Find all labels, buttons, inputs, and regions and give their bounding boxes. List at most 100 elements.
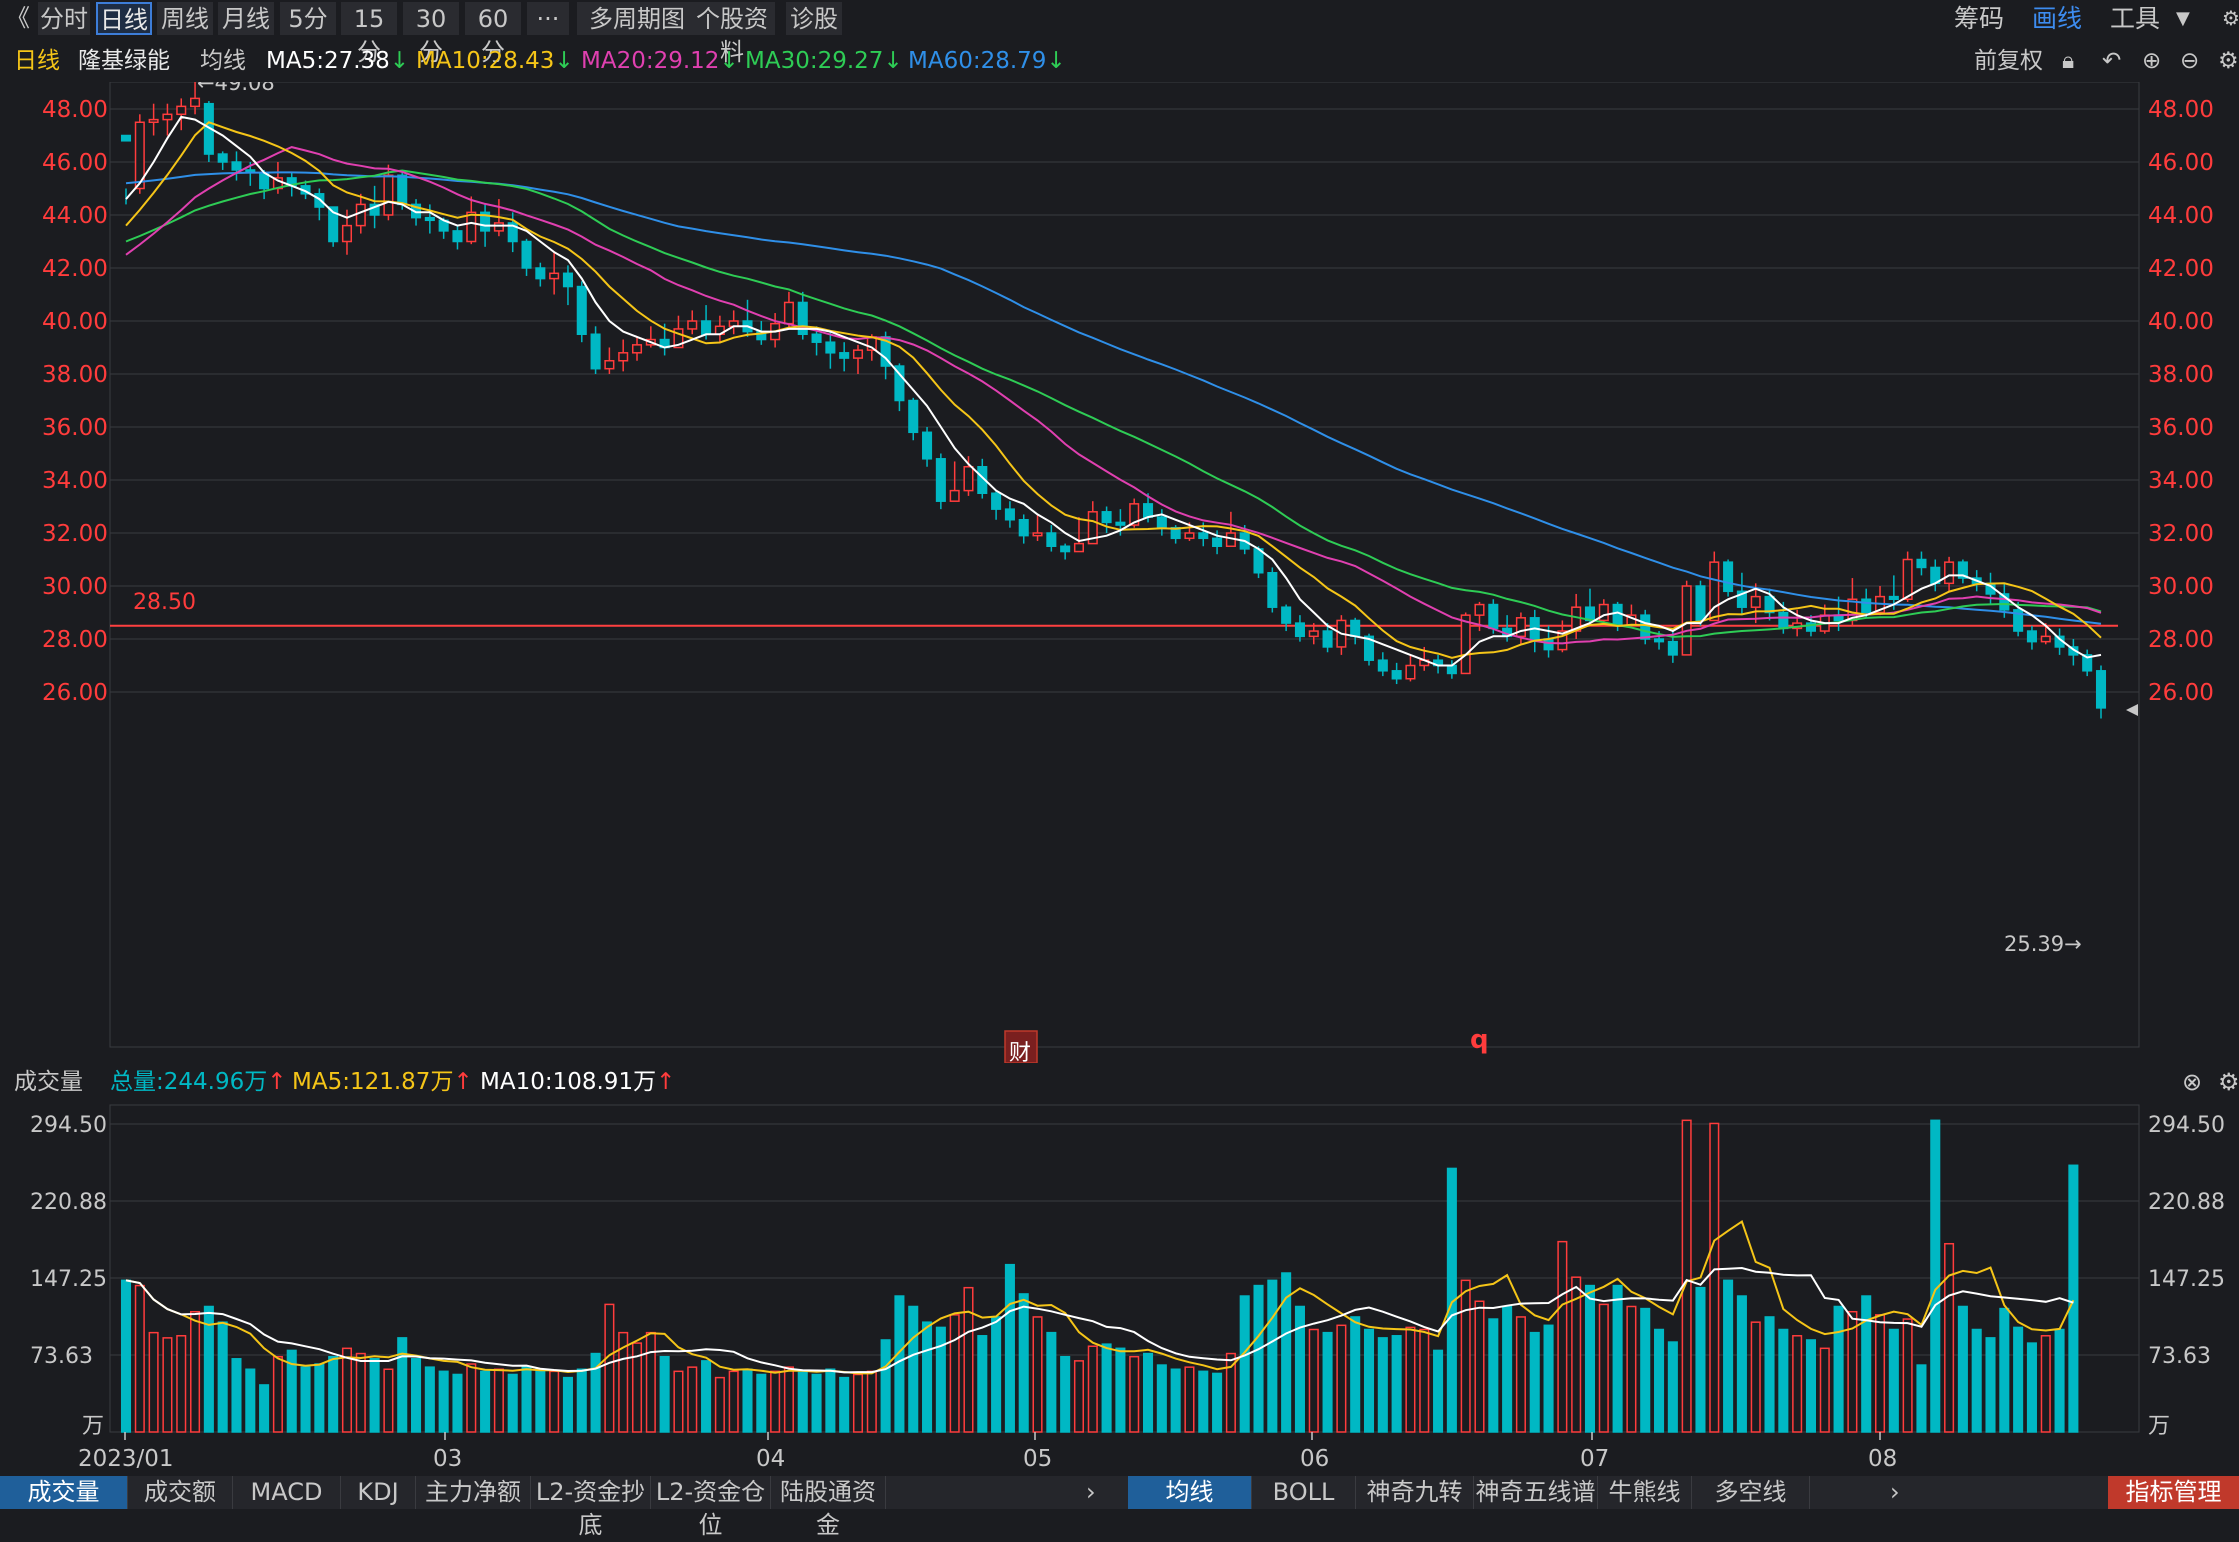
overlay-tab-1[interactable]: BOLL (1252, 1476, 1356, 1509)
volume-bar (1778, 1328, 1789, 1433)
candle-body (397, 174, 408, 206)
volume-bar (2026, 1342, 2037, 1433)
volume-title[interactable]: 成交量 (14, 1069, 83, 1095)
period-button-1[interactable]: 日线 (96, 2, 152, 35)
settings-icon[interactable]: ⚙ (2222, 6, 2239, 30)
volume-total: 总量:244.96万↑ (110, 1069, 287, 1095)
y-tick-right: 36.00 (2148, 415, 2214, 441)
volume-bar (1350, 1316, 1361, 1433)
undo-icon[interactable]: ↶ (2102, 48, 2122, 74)
volume-bar (1308, 1328, 1319, 1433)
y-tick-left: 46.00 (42, 150, 108, 176)
indicator-tab-2[interactable]: MACD (233, 1476, 341, 1509)
candle-body (1405, 664, 1416, 680)
ma20-line (125, 146, 2102, 645)
indicator-tab-3[interactable]: KDJ (341, 1476, 416, 1509)
candle-body (134, 121, 145, 190)
candle-body (1667, 640, 1678, 656)
overlay-tab-2[interactable]: 神奇九转 (1356, 1476, 1474, 1509)
candle-body (1957, 561, 1968, 579)
period-button-2[interactable]: 周线 (157, 2, 213, 35)
volume-bar (1764, 1316, 1775, 1433)
volume-bar (866, 1370, 877, 1433)
y-tick-left: 32.00 (42, 521, 108, 547)
overlay-tab-5[interactable]: 多空线 (1692, 1476, 1810, 1509)
y-tick-left: 38.00 (42, 362, 108, 388)
zoom-out-icon[interactable]: ⊖ (2180, 48, 2200, 74)
overlay-tab-0[interactable]: 均线 (1128, 1476, 1252, 1509)
period-button-5[interactable]: 15分 (341, 2, 397, 66)
volume-bar (783, 1366, 794, 1433)
candle-body (935, 458, 946, 502)
indicator-tab-1[interactable]: 成交额 (128, 1476, 233, 1509)
period-button-9[interactable]: 多周期图 (577, 2, 697, 35)
volume-bar (355, 1352, 366, 1433)
candle-body (1709, 561, 1720, 622)
candle-body (1736, 590, 1747, 608)
price-chart[interactable]: 48.00 48.00 46.00 46.00 44.00 44.00 42.00 42.00… (0, 82, 2239, 1063)
vol-y-tick-left: 73.63 (30, 1344, 93, 1369)
volume-bar (1170, 1368, 1181, 1433)
period-button-3[interactable]: 月线 (218, 2, 274, 35)
vol-y-tick-right: 147.25 (2148, 1267, 2225, 1292)
candle-body (1723, 561, 1734, 593)
tools-menu[interactable]: 工具 (2110, 4, 2161, 33)
period-button-11[interactable]: 诊股 (786, 2, 842, 35)
y-tick-right: 34.00 (2148, 468, 2214, 494)
indicator-tab-6[interactable]: L2-资金仓位 (651, 1476, 771, 1539)
period-button-10[interactable]: 个股资料 (689, 2, 775, 66)
volume-bar (1446, 1167, 1457, 1433)
chevron-down-icon[interactable]: ▼ (2176, 8, 2190, 29)
volume-bar (203, 1305, 214, 1433)
volume-bar (1087, 1345, 1098, 1433)
candle-body (1281, 606, 1292, 624)
zoom-in-icon[interactable]: ⊕ (2142, 48, 2162, 74)
ma-label[interactable]: 均线 (200, 48, 246, 74)
y-tick-left: 34.00 (42, 468, 108, 494)
adjust-label[interactable]: 前复权 (1974, 48, 2043, 74)
candle-body (1888, 595, 1899, 600)
candle-body (783, 301, 794, 325)
lock-icon[interactable]: 🔒︎ (2062, 48, 2075, 74)
scroll-right-icon[interactable]: › (1086, 1478, 1096, 1506)
scroll-right-icon[interactable]: › (1890, 1478, 1900, 1506)
volume-bar (977, 1335, 988, 1433)
volume-bar (852, 1373, 864, 1433)
period-button-8[interactable]: ··· (527, 2, 569, 35)
volume-bar (1902, 1318, 1913, 1433)
low-price-label: 25.39→ (2004, 932, 2082, 956)
period-button-0[interactable]: 分时 (38, 2, 90, 35)
candle-body (1640, 614, 1651, 640)
chip-menu[interactable]: 筹码 (1954, 4, 2005, 33)
candle-body (2040, 635, 2051, 643)
indicator-tab-7[interactable]: 陆股通资金 (771, 1476, 886, 1539)
indicator-tab-0[interactable]: 成交量 (0, 1476, 128, 1509)
volume-chart[interactable]: 294.50 294.50 220.88 220.88 147.25 147.25 73.6… (0, 1101, 2239, 1476)
indicator-manage-button[interactable]: 指标管理 (2108, 1476, 2239, 1509)
indicator-tab-4[interactable]: 主力净额 (416, 1476, 531, 1509)
settings-icon[interactable]: ⚙ (2218, 48, 2239, 74)
candle-body (507, 222, 518, 243)
y-tick-left: 36.00 (42, 415, 108, 441)
volume-bar (1681, 1119, 1692, 1433)
period-button-7[interactable]: 60分 (465, 2, 521, 66)
overlay-tab-3[interactable]: 神奇五线谱 (1474, 1476, 1598, 1509)
draw-line-menu[interactable]: 画线 (2032, 4, 2083, 33)
volume-bar (521, 1366, 532, 1433)
volume-bar (1957, 1305, 1968, 1433)
candle-body (1129, 503, 1140, 526)
x-tick-label: 06 (1300, 1446, 1329, 1472)
overlay-tab-4[interactable]: 牛熊线 (1598, 1476, 1692, 1509)
volume-bar (1460, 1279, 1471, 1433)
candle-body (590, 333, 601, 370)
volume-bar (1874, 1314, 1886, 1433)
candle-body (1018, 519, 1029, 537)
back-button[interactable]: 《 (6, 4, 30, 32)
period-button-6[interactable]: 30分 (403, 2, 459, 66)
volume-bar (1253, 1284, 1264, 1433)
settings-icon[interactable]: ⚙ (2218, 1068, 2239, 1096)
indicator-tab-5[interactable]: L2-资金抄底 (531, 1476, 651, 1539)
close-icon[interactable]: ⊗ (2182, 1068, 2203, 1096)
period-button-4[interactable]: 5分 (280, 2, 336, 35)
volume-bar (604, 1303, 615, 1433)
